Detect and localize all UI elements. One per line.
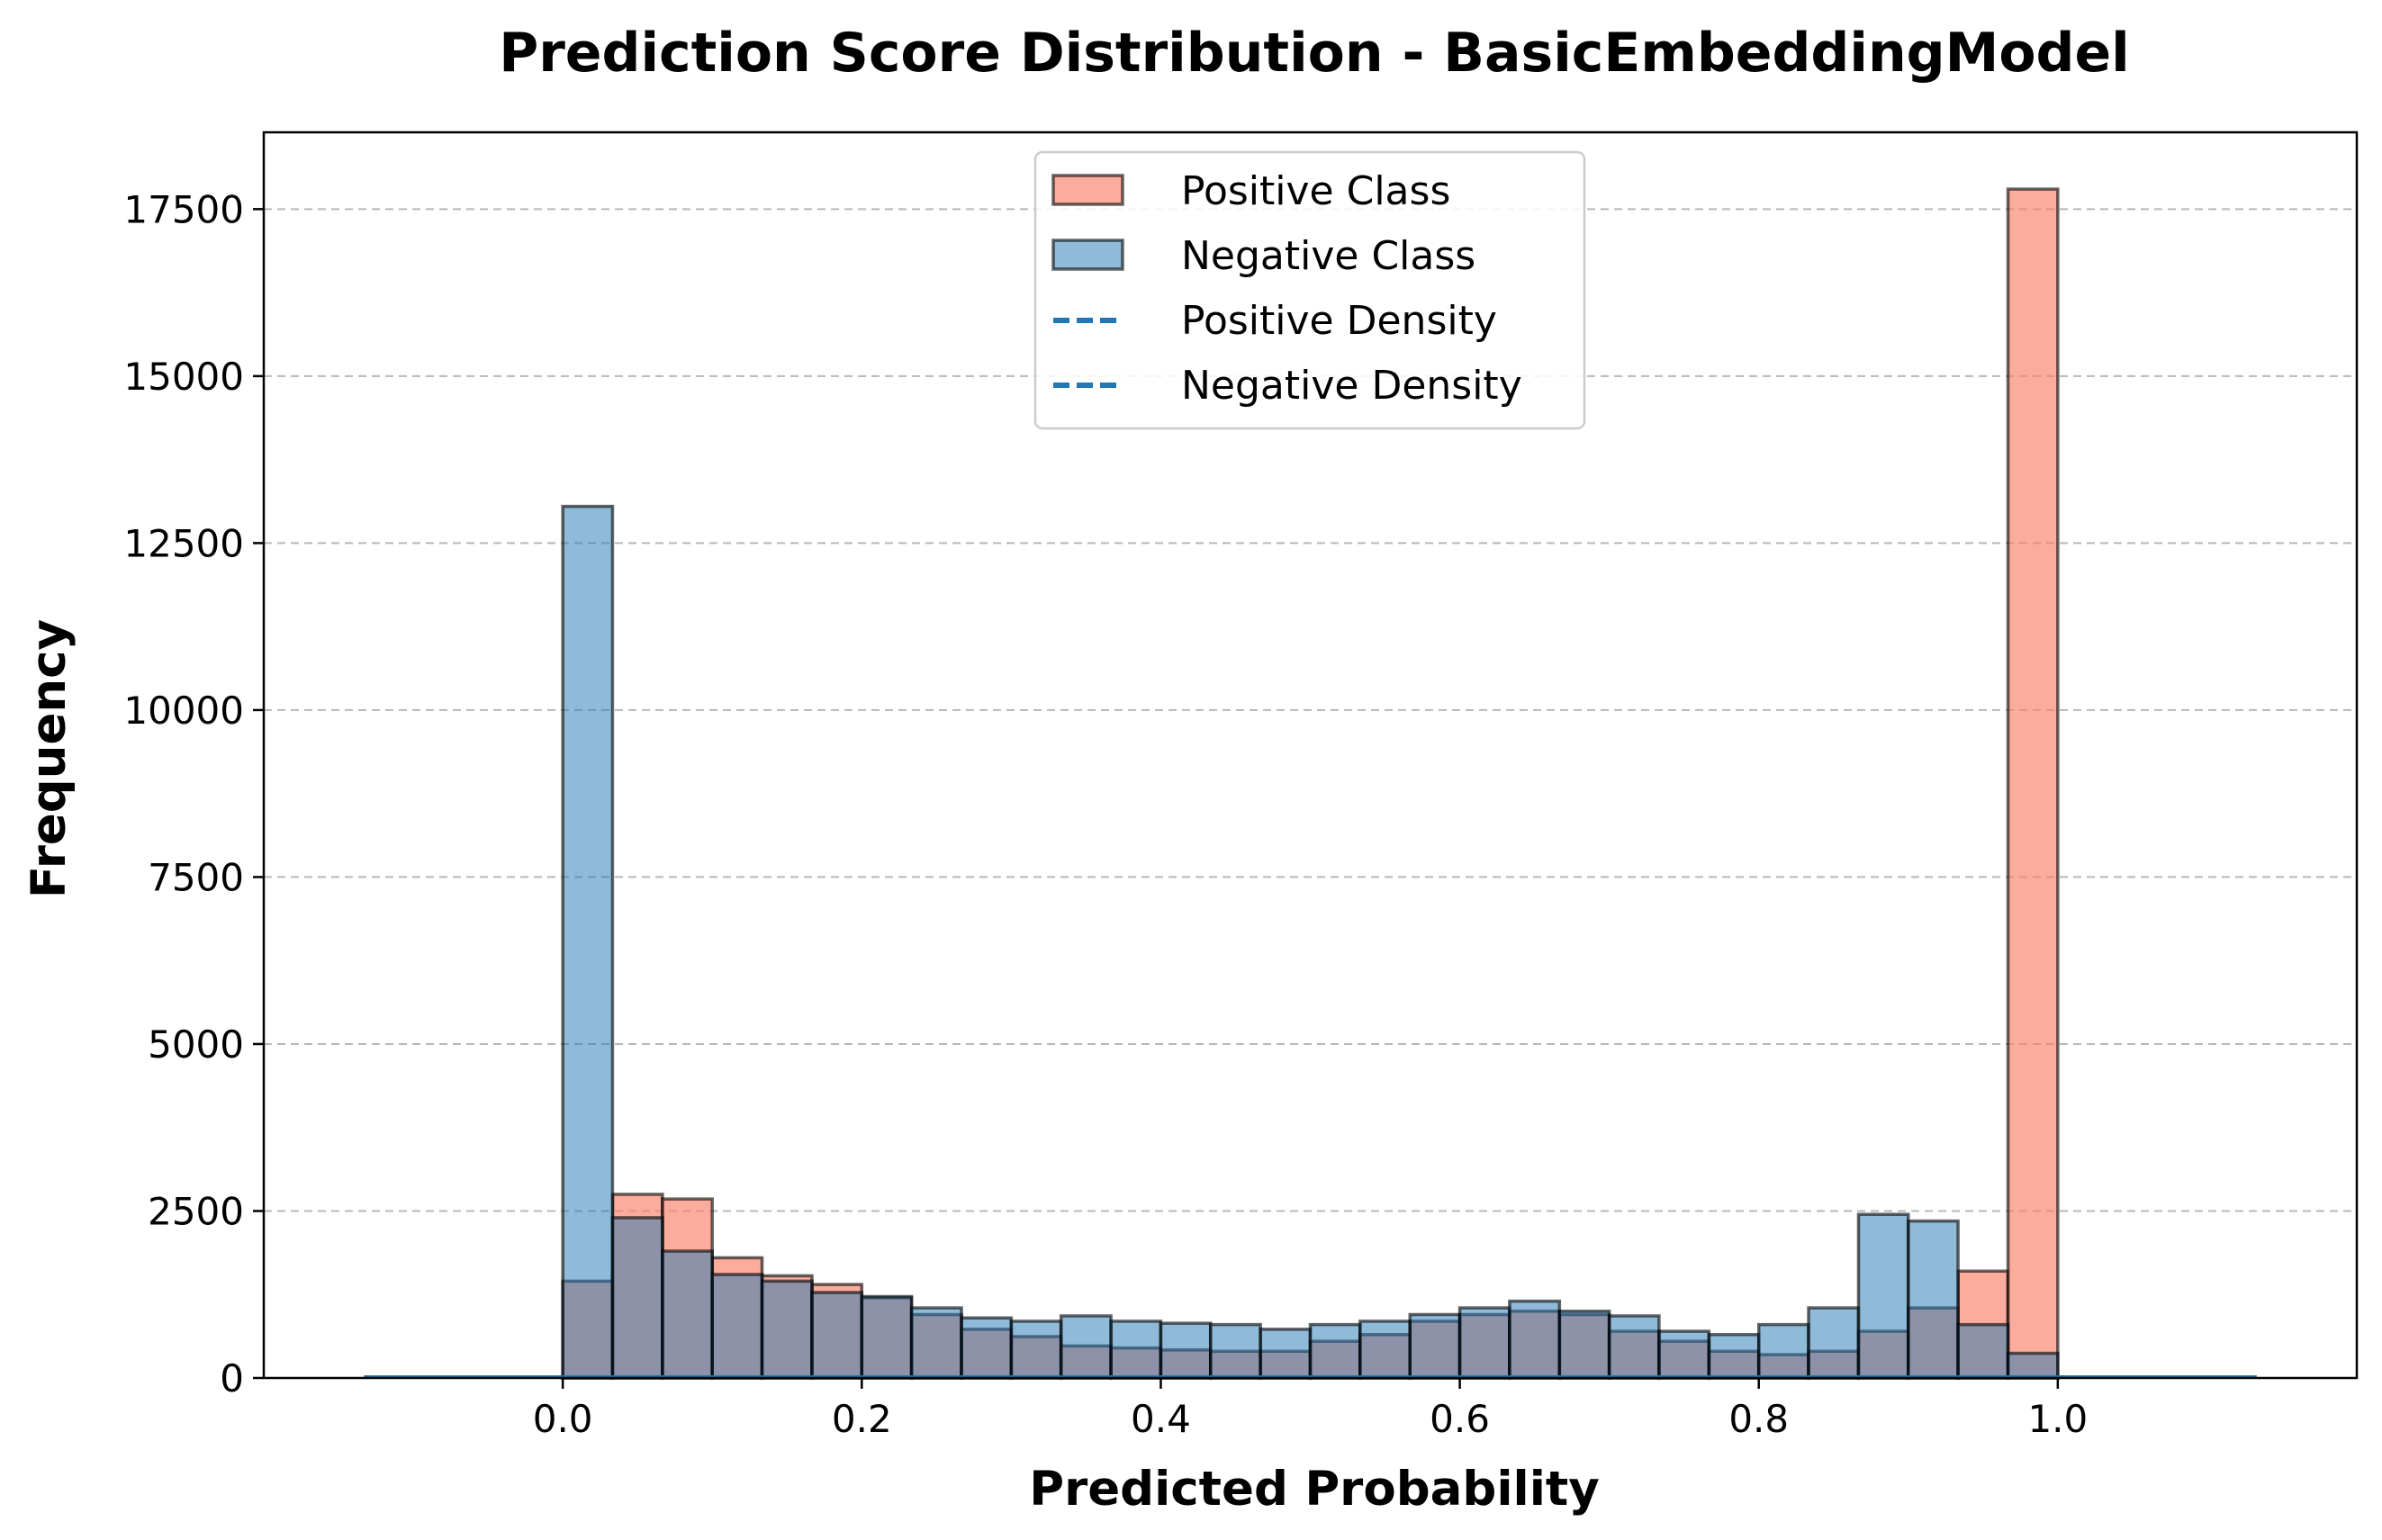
chart-title: Prediction Score Distribution - BasicEmb… [499,22,2130,85]
x-axis-label: Predicted Probability [1029,1462,1600,1517]
histogram-bar [960,1316,1014,1380]
y-tick-label: 10000 [123,689,244,733]
histogram-bar [1159,1321,1213,1380]
histogram-bar [1607,1314,1661,1380]
histogram-bar [1856,1212,1910,1380]
histogram-bar [1259,1328,1313,1380]
histogram-bar [1208,1322,1262,1380]
histogram-bar [860,1294,914,1380]
legend-swatch [1051,174,1124,206]
histogram-bar [1457,1306,1511,1380]
y-tick-label: 2500 [148,1189,244,1233]
y-tick-label: 15000 [123,355,244,399]
x-axis-ticks: 0.0 0.2 0.4 0.6 0.8 1.0 [533,1378,2088,1441]
plot-frame [262,131,2359,1380]
legend-label: Negative Density [1181,363,1522,409]
y-tick-label: 17500 [123,187,244,231]
x-tick-label: 0.6 [1430,1397,1490,1441]
y-axis-label: Frequency [22,619,77,898]
histogram-bar [760,1279,814,1380]
histogram-bar [1657,1329,1711,1380]
histogram-bar [2006,187,2060,1380]
histogram-bar [1956,1322,2010,1380]
y-tick-label: 7500 [148,855,244,899]
histogram-bar [1009,1319,1063,1380]
histogram-bar [1707,1333,1761,1380]
histogram-bar [710,1273,764,1380]
histogram-bar [1408,1312,1462,1380]
x-tick-label: 0.2 [832,1397,892,1441]
x-tick-label: 0.4 [1131,1397,1191,1441]
histogram-bar [661,1249,714,1380]
histogram-bar [610,1216,664,1380]
legend-box [1033,150,1586,430]
x-tick-label: 0.0 [533,1397,593,1441]
histogram-bar [1358,1319,1412,1380]
x-tick-label: 1.0 [2027,1397,2088,1441]
histogram-bar [1756,1322,1810,1380]
histogram-bar [810,1291,864,1380]
y-tick-label: 5000 [148,1022,244,1067]
histogram-bar [2006,1351,2060,1380]
legend-label: Positive Class [1181,168,1450,214]
legend: Positive Class Negative Class Positive Den… [1033,150,1586,430]
legend-label: Positive Density [1181,298,1497,344]
y-tick-label: 0 [220,1356,244,1400]
y-tick-label: 12500 [123,521,244,565]
x-tick-label: 0.8 [1728,1397,1789,1441]
legend-swatch [1051,239,1124,271]
histogram-bar [1557,1310,1611,1380]
histogram-bars [561,187,2060,1380]
histogram-bar [1109,1319,1163,1380]
histogram-bar [1308,1322,1362,1380]
series-negative-class [561,504,2060,1380]
legend-label: Negative Class [1181,233,1475,279]
y-axis-ticks: 0 2500 5000 7500 10000 12500 15000 17500 [123,187,264,1400]
histogram-bar [909,1306,963,1380]
histogram-bar [561,504,615,1380]
histogram-bar [1807,1306,1861,1380]
histogram-bar [1508,1299,1562,1380]
histogram-bar [1059,1314,1113,1380]
histogram-bar [1907,1219,1960,1380]
